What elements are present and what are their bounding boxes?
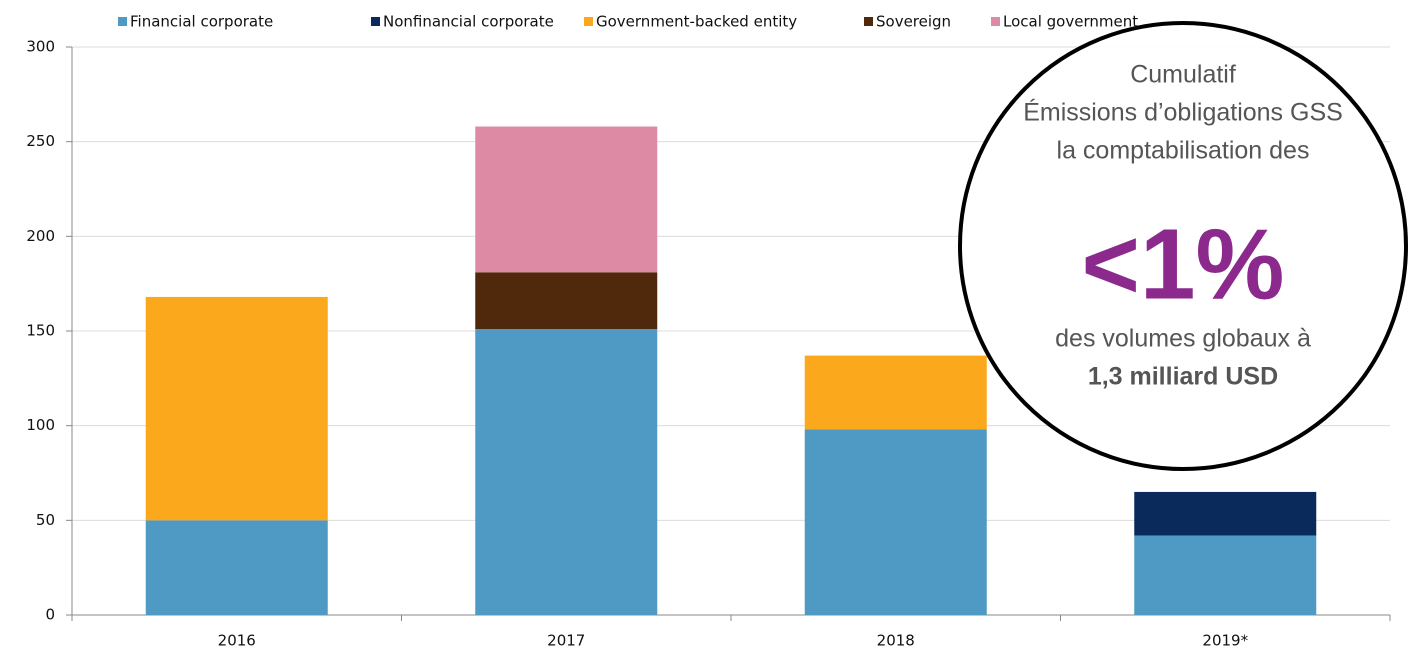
y-tick-label: 250 <box>26 132 55 150</box>
annotation-text: la comptabilisation des <box>1057 137 1310 165</box>
bar-segment <box>145 296 328 521</box>
legend-label: Nonfinancial corporate <box>383 13 554 31</box>
annotation-text: Cumulatif <box>1130 61 1236 89</box>
x-tick-label: 2017 <box>547 632 585 650</box>
legend-label: Government-backed entity <box>596 13 797 31</box>
bar-segment <box>804 429 987 615</box>
x-tick-label: 2018 <box>877 632 915 650</box>
y-tick-label: 50 <box>36 511 55 529</box>
y-tick-label: 0 <box>45 606 55 624</box>
bar-segment <box>475 329 658 615</box>
legend-label: Local government <box>1003 13 1138 31</box>
legend-swatch <box>864 17 873 26</box>
legend-swatch <box>371 17 380 26</box>
legend-swatch <box>584 17 593 26</box>
annotation-highlight: <1% <box>1082 208 1285 320</box>
y-tick-label: 100 <box>26 416 55 434</box>
bar-segment <box>1134 535 1317 615</box>
annotation-circle <box>958 21 1408 471</box>
bar-segment <box>145 520 328 615</box>
annotation-text: des volumes globaux à <box>1055 325 1311 353</box>
x-tick-label: 2019* <box>1202 632 1248 650</box>
x-tick-label: 2016 <box>218 632 256 650</box>
annotation-text: Émissions d’obligations GSS <box>1023 98 1343 127</box>
y-tick-label: 150 <box>26 322 55 340</box>
y-tick-label: 200 <box>26 227 55 245</box>
legend-swatch <box>118 17 127 26</box>
legend-swatch <box>991 17 1000 26</box>
bar-segment <box>804 355 987 430</box>
legend-label: Financial corporate <box>130 13 273 31</box>
annotation-text: 1,3 milliard USD <box>1088 363 1278 391</box>
bar-segment <box>1134 491 1317 536</box>
y-tick-label: 300 <box>26 38 55 56</box>
bar-segment <box>475 272 658 330</box>
legend-label: Sovereign <box>876 13 951 31</box>
bar-segment <box>475 126 658 273</box>
